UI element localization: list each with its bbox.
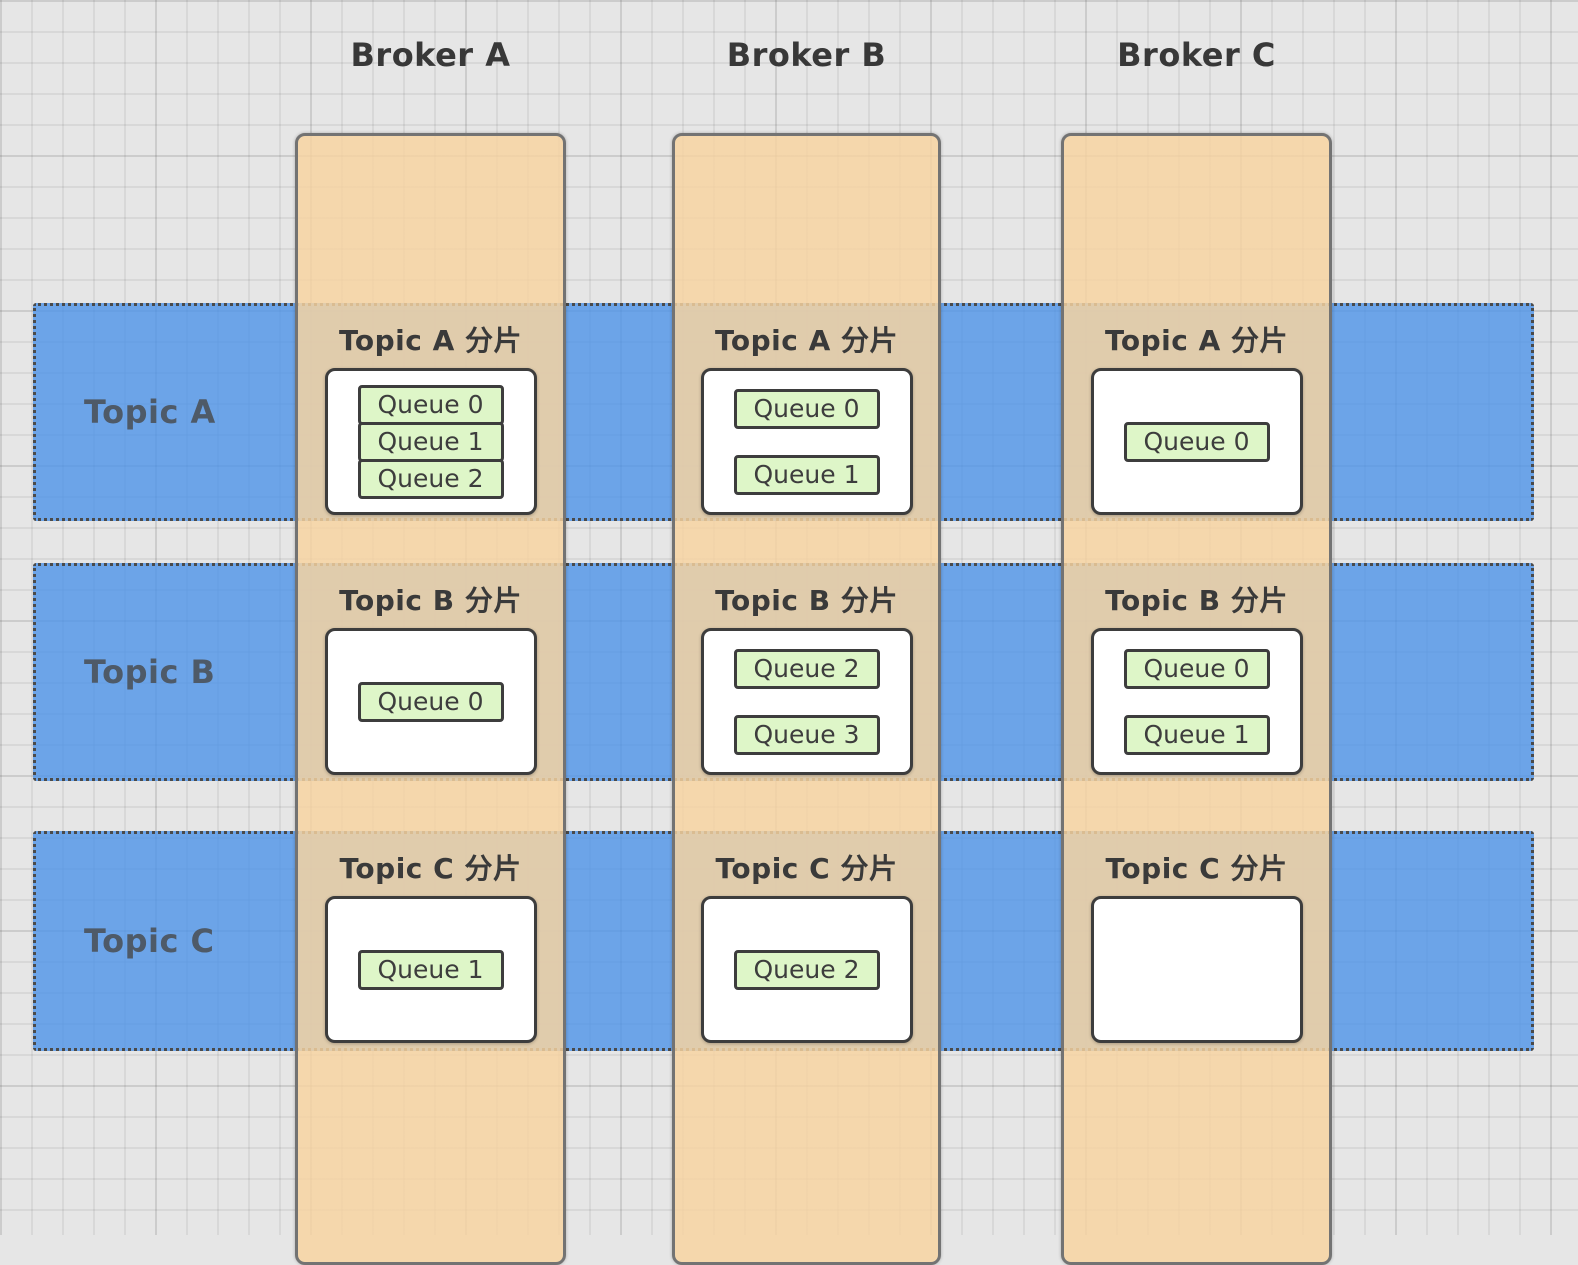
queue-item: Queue 1: [357, 421, 504, 462]
shard-label: Topic B 分片: [1105, 584, 1288, 617]
queue-container: Queue 1: [324, 896, 537, 1043]
topic-row-a: Topic A: [33, 303, 1534, 521]
shard-label: Topic C 分片: [715, 852, 898, 885]
shard-label: Topic A 分片: [1104, 324, 1289, 357]
queue-item: Queue 0: [1123, 648, 1270, 689]
topic-rows-layer: Topic A Topic B Topic C: [33, 303, 1534, 1051]
shard-label: Topic C 分片: [339, 852, 522, 885]
topic-row-b: Topic B: [33, 563, 1534, 781]
broker-column-a: [295, 133, 566, 1265]
broker-column-b: [672, 133, 941, 1265]
shard-cells-layer: Topic A 分片 Queue 0 Queue 1 Queue 2 Topic A 分…: [295, 303, 1332, 1051]
queue-item: Queue 1: [733, 454, 880, 495]
broker-column-c: [1061, 133, 1332, 1265]
shard-cell-topic-a-broker-a: Topic A 分片 Queue 0 Queue 1 Queue 2: [295, 303, 566, 521]
labels-layer: Broker A Broker B Broker C: [350, 36, 1276, 74]
broker-column-label: Broker B: [726, 36, 887, 74]
topic-row-label: Topic C: [84, 922, 215, 960]
queue-item: Queue 2: [733, 949, 880, 990]
shard-cell-topic-c-broker-c: Topic C 分片: [1061, 831, 1332, 1051]
queue-container: Queue 0 Queue 1 Queue 2: [324, 368, 537, 515]
topic-row-label: Topic B: [84, 653, 216, 691]
queue-item: Queue 1: [1123, 714, 1270, 755]
queue-item: Queue 3: [733, 714, 880, 755]
shard-label: Topic B 分片: [715, 584, 898, 617]
shard-cell-topic-c-broker-b: Topic C 分片 Queue 2: [672, 831, 941, 1051]
shard-cell-topic-b-broker-b: Topic B 分片 Queue 2 Queue 3: [672, 563, 941, 781]
queue-item: Queue 2: [733, 648, 880, 689]
queue-item: Queue 1: [357, 949, 504, 990]
queue-container: Queue 0: [324, 628, 537, 775]
shard-cell-topic-b-broker-c: Topic B 分片 Queue 0 Queue 1: [1061, 563, 1332, 781]
shard-cell-topic-a-broker-b: Topic A 分片 Queue 0 Queue 1: [672, 303, 941, 521]
queue-container: Queue 0 Queue 1: [700, 368, 913, 515]
shard-label: Topic A 分片: [714, 324, 899, 357]
queue-container: Queue 0: [1090, 368, 1303, 515]
broker-column-label: Broker C: [1117, 36, 1276, 74]
queue-item: Queue 0: [357, 384, 504, 425]
shard-label: Topic A 分片: [338, 324, 523, 357]
queue-item: Queue 0: [357, 681, 504, 722]
shard-cell-topic-b-broker-a: Topic B 分片 Queue 0: [295, 563, 566, 781]
shard-label: Topic C 分片: [1105, 852, 1288, 885]
queue-item: Queue 2: [357, 458, 504, 499]
broker-column-label: Broker A: [350, 36, 511, 74]
queue-container: Queue 2: [700, 896, 913, 1043]
queue-item: Queue 0: [733, 388, 880, 429]
queue-container: Queue 0 Queue 1: [1090, 628, 1303, 775]
broker-columns-layer: [295, 133, 1332, 1265]
topic-row-c: Topic C: [33, 831, 1534, 1051]
queue-container: [1090, 896, 1303, 1043]
queue-item: Queue 0: [1123, 421, 1270, 462]
topic-row-label: Topic A: [84, 393, 216, 431]
shard-label: Topic B 分片: [339, 584, 522, 617]
queue-container: Queue 2 Queue 3: [700, 628, 913, 775]
shard-cell-topic-c-broker-a: Topic C 分片 Queue 1: [295, 831, 566, 1051]
shard-cell-topic-a-broker-c: Topic A 分片 Queue 0: [1061, 303, 1332, 521]
